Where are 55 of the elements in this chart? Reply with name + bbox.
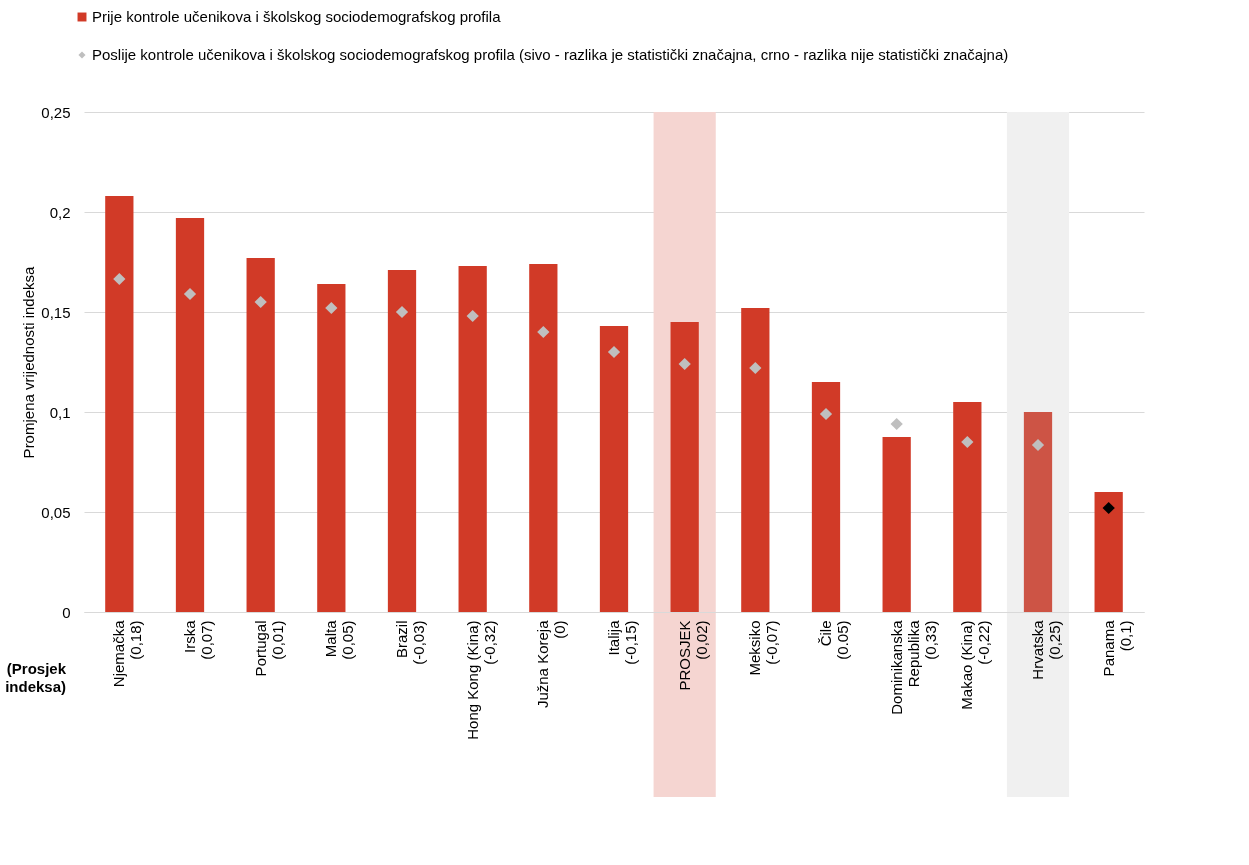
point [1031,438,1045,452]
x-tick-label: Dominikanska Republika (0,33) [887,619,939,715]
point [819,407,833,421]
point [254,295,267,309]
bar [599,326,629,612]
x-tick-label: Panama (0,1) [1099,619,1134,677]
x-tick-label: Italija (-0,15) [605,619,639,665]
y-tick-label: 0,05 [41,503,71,521]
bar [811,382,841,612]
point [607,345,621,359]
x-tick-label: Makao (Kina) (-0,22) [958,620,993,710]
bar [741,308,770,612]
x-tick-label: Hong Kong (Kina) (-0,32) [463,620,498,740]
y-tick-label: 0,1 [49,403,71,421]
bar [317,284,346,612]
y-tick-label: 0 [62,603,71,621]
y-tick-label: 0,25 [41,103,71,121]
y-tick-label: 0,2 [49,203,71,221]
point [325,301,338,315]
x-tick-label: Meksiko (-0,07) [746,620,781,676]
bar [175,218,205,612]
text: (Prosjek indeksa) [5,660,67,695]
bar [882,437,911,612]
bar [105,196,134,612]
point [113,272,126,286]
bar [458,266,487,612]
x-tick-label: Hrvatska (0,25) [1029,619,1063,680]
point [537,325,550,339]
x-tick-label: Portugal (0,01) [251,620,286,677]
x-tick-label: Čile (0.05) [817,620,851,660]
point [961,435,974,449]
y-tick-label: 0,15 [41,303,71,321]
point [395,305,409,319]
bar [529,264,558,612]
x-tick-label: Njemačka (0,18) [110,619,145,688]
legend-label: Poslije kontrole učenikova i školskog sociodemografskog profila (sivo - razlika je statistički značajna, crno - razlika nije statistički značajna) [92,46,1009,63]
legend-label: Prije kontrole učenikova i školskog sociodemografskog profila [92,8,502,25]
bar [1094,492,1123,612]
point [183,287,197,301]
bar [1023,412,1053,612]
bar [246,258,275,612]
point [466,309,479,323]
point [890,417,903,431]
x-tick-label: Brazil (-0,03) [393,620,427,665]
point [1102,501,1115,515]
point [749,361,762,375]
bar [670,322,699,612]
x-tick-label: Irska (0,07) [181,619,215,660]
y-axis-title: Promjena vrijednosti indeksa [20,265,38,459]
x-tick-label: Malta (0,05) [322,619,357,660]
bar [387,270,417,612]
x-tick-label: PROSJEK (0,02) [675,620,710,691]
point [678,357,691,371]
x-tick-label: Južna Koreja (0) [534,619,569,709]
bar [953,402,982,612]
